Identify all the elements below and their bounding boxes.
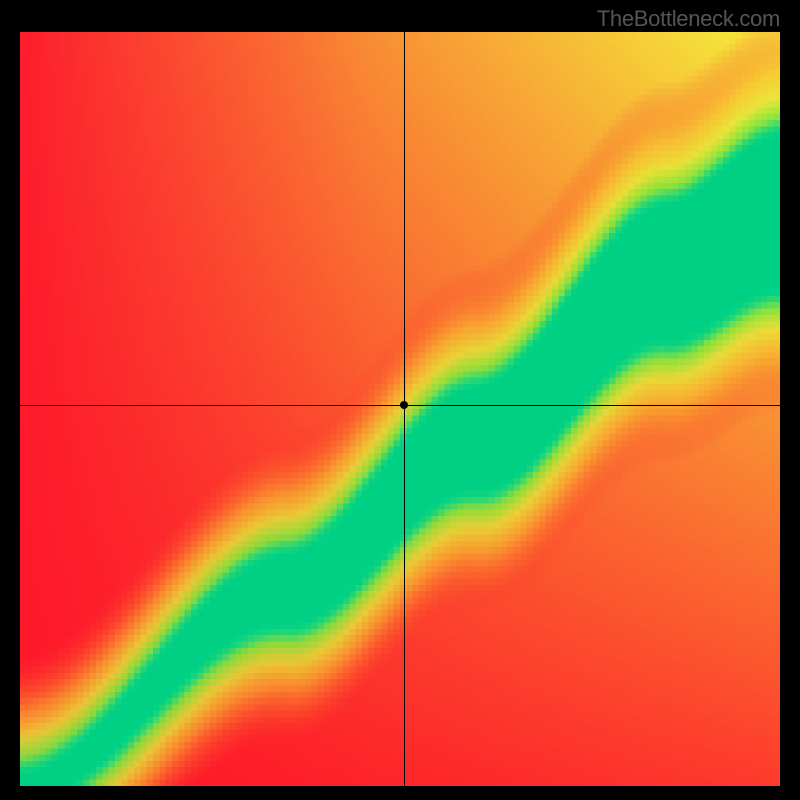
heatmap-plot [20,32,780,786]
crosshair-marker [400,401,408,409]
watermark-text: TheBottleneck.com [597,6,780,32]
heatmap-canvas [20,32,780,786]
